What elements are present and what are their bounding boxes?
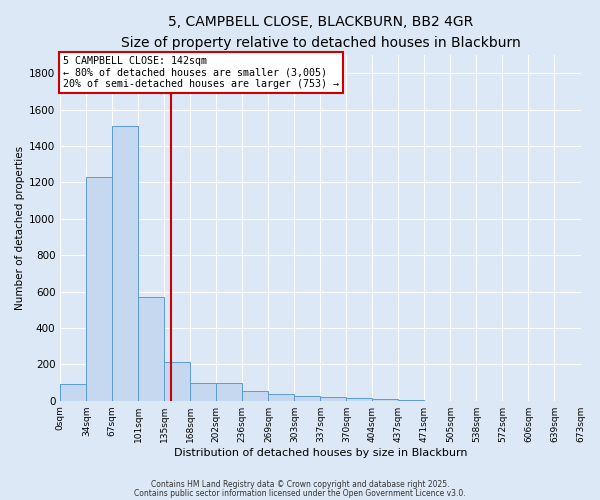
Bar [190, 382, 217, 400]
Bar [112, 126, 139, 400]
Title: 5, CAMPBELL CLOSE, BLACKBURN, BB2 4GR
Size of property relative to detached hous: 5, CAMPBELL CLOSE, BLACKBURN, BB2 4GR Si… [121, 15, 520, 50]
Text: Contains HM Land Registry data © Crown copyright and database right 2025.: Contains HM Land Registry data © Crown c… [151, 480, 449, 489]
Bar [139, 297, 164, 401]
Bar [164, 362, 190, 401]
Text: 5 CAMPBELL CLOSE: 142sqm
← 80% of detached houses are smaller (3,005)
20% of sem: 5 CAMPBELL CLOSE: 142sqm ← 80% of detach… [63, 56, 339, 89]
Bar [242, 390, 268, 400]
Bar [373, 399, 398, 400]
Bar [268, 394, 295, 400]
Y-axis label: Number of detached properties: Number of detached properties [15, 146, 25, 310]
X-axis label: Distribution of detached houses by size in Blackburn: Distribution of detached houses by size … [173, 448, 467, 458]
Bar [295, 396, 320, 400]
Bar [217, 382, 242, 400]
Bar [346, 398, 373, 400]
Bar [60, 384, 86, 400]
Text: Contains public sector information licensed under the Open Government Licence v3: Contains public sector information licen… [134, 489, 466, 498]
Bar [86, 177, 112, 400]
Bar [320, 397, 346, 400]
